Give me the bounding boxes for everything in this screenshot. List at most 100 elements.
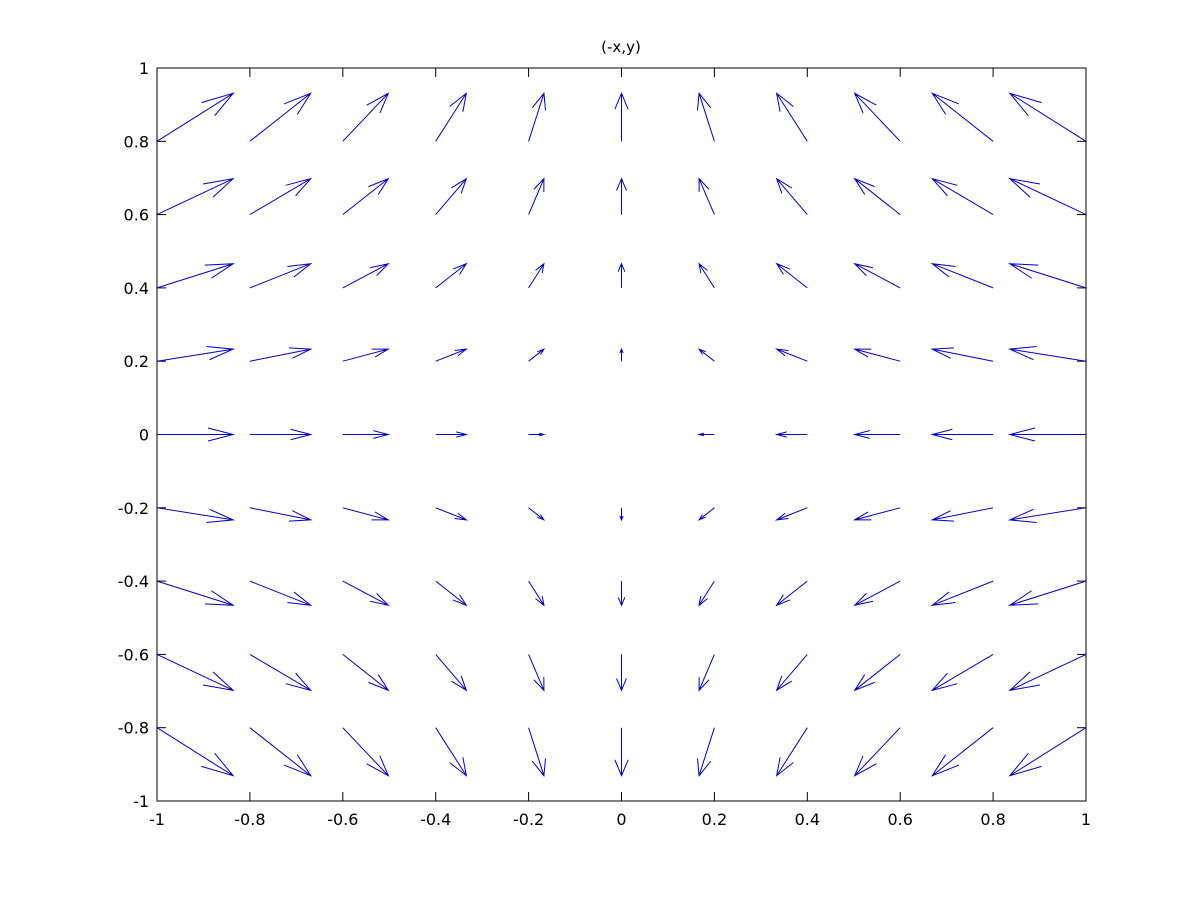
arrow xyxy=(249,263,313,289)
arrow xyxy=(435,348,469,362)
x-tick-label: -0.2 xyxy=(513,810,544,829)
arrow xyxy=(698,580,715,607)
arrow xyxy=(1007,507,1087,523)
arrow xyxy=(1007,427,1086,442)
arrow xyxy=(616,177,627,215)
arrow xyxy=(156,177,235,216)
arrow xyxy=(249,92,313,142)
arrow xyxy=(342,727,390,777)
arrow xyxy=(930,727,994,777)
arrow xyxy=(435,177,468,215)
arrow xyxy=(342,654,390,692)
arrow xyxy=(930,507,994,522)
arrow xyxy=(775,580,808,607)
arrow xyxy=(697,727,715,777)
arrow xyxy=(775,262,808,289)
arrow xyxy=(249,507,313,522)
arrow xyxy=(698,654,715,692)
y-tick-label: 0.2 xyxy=(124,352,149,371)
arrow xyxy=(249,727,313,777)
arrow xyxy=(930,428,994,441)
x-tick-label: 0.4 xyxy=(795,810,820,829)
arrow xyxy=(435,507,469,521)
arrow xyxy=(435,727,468,777)
arrow xyxy=(1008,263,1087,289)
arrow xyxy=(435,431,469,438)
y-tick-label: -0.4 xyxy=(118,572,149,591)
arrow xyxy=(249,177,313,216)
arrow xyxy=(156,653,235,692)
arrow xyxy=(528,580,545,607)
arrow xyxy=(853,727,901,777)
arrow xyxy=(342,430,391,439)
arrow xyxy=(619,347,624,362)
arrow xyxy=(1008,177,1087,216)
arrow xyxy=(1008,727,1087,777)
arrow xyxy=(930,92,994,142)
arrow xyxy=(698,177,715,215)
arrow xyxy=(853,654,901,692)
arrow xyxy=(156,507,236,523)
arrow xyxy=(157,427,236,442)
arrow xyxy=(775,727,808,777)
x-tick-label: -0.6 xyxy=(327,810,358,829)
x-tick-label: 1 xyxy=(1081,810,1091,829)
arrow xyxy=(930,177,994,216)
y-tick-label: -0.6 xyxy=(118,645,149,664)
y-tick-label: 0.4 xyxy=(124,279,149,298)
arrow xyxy=(852,348,901,362)
arrow xyxy=(528,727,546,777)
arrow xyxy=(697,92,715,142)
arrow xyxy=(249,580,313,606)
arrow xyxy=(528,262,545,289)
arrow xyxy=(852,507,901,521)
arrow xyxy=(617,262,626,288)
x-tick-label: -1 xyxy=(149,810,165,829)
arrow xyxy=(853,177,901,215)
arrow xyxy=(853,92,901,142)
arrow xyxy=(775,654,808,692)
arrow xyxy=(852,430,901,439)
arrow xyxy=(853,580,901,607)
arrow xyxy=(697,432,715,437)
arrow xyxy=(930,263,994,289)
x-tick-label: 0 xyxy=(616,810,626,829)
arrow xyxy=(156,346,236,362)
x-tick-label: -0.8 xyxy=(234,810,265,829)
arrow xyxy=(528,432,546,437)
arrow xyxy=(156,263,235,289)
arrow xyxy=(697,348,715,362)
arrow xyxy=(156,727,235,777)
arrow xyxy=(528,654,545,692)
x-tick-label: -0.4 xyxy=(420,810,451,829)
arrow xyxy=(1007,346,1087,362)
chart-title: (-x,y) xyxy=(601,38,641,56)
arrow xyxy=(342,92,390,142)
arrow xyxy=(249,347,313,362)
arrow xyxy=(775,92,808,142)
arrow xyxy=(1008,653,1087,692)
arrow xyxy=(528,507,546,521)
arrow xyxy=(342,507,391,521)
arrow xyxy=(775,177,808,215)
arrow xyxy=(853,262,901,289)
arrow xyxy=(697,507,715,521)
arrow xyxy=(528,177,545,215)
arrow xyxy=(435,92,468,142)
arrow xyxy=(619,507,624,522)
arrow xyxy=(616,654,627,692)
arrow xyxy=(1008,92,1087,142)
arrow xyxy=(930,347,994,362)
arrow xyxy=(342,177,390,215)
arrow xyxy=(342,262,390,289)
arrow xyxy=(774,348,808,362)
arrow xyxy=(1008,580,1087,606)
x-tick-label: 0.2 xyxy=(702,810,727,829)
arrow xyxy=(249,653,313,692)
arrow xyxy=(930,580,994,606)
arrow xyxy=(156,92,235,142)
arrow xyxy=(435,262,468,289)
arrow xyxy=(698,262,715,289)
arrow xyxy=(617,581,626,607)
